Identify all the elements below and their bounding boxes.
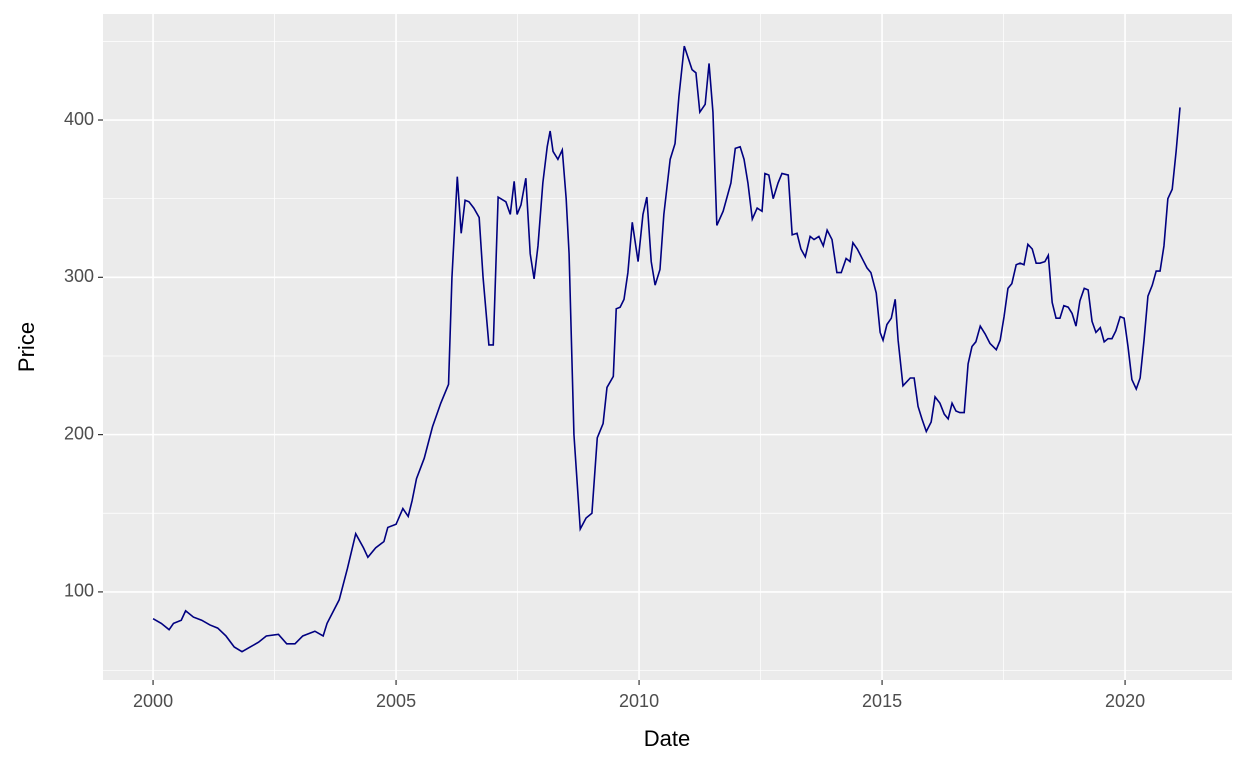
x-tick-label: 2015 [862,691,902,711]
x-tick-label: 2005 [376,691,416,711]
price-line [152,45,1181,653]
x-tick-label: 2000 [133,691,173,711]
x-tick-label: 2010 [619,691,659,711]
y-axis-label: Price [14,322,39,372]
x-tick-label: 2020 [1105,691,1145,711]
y-tick-label: 200 [64,423,94,443]
x-axis-label: Date [644,726,690,751]
y-tick-label: 100 [64,581,94,601]
panel [103,14,1232,680]
y-tick-label: 300 [64,266,94,286]
y-tick-label: 400 [64,109,94,129]
